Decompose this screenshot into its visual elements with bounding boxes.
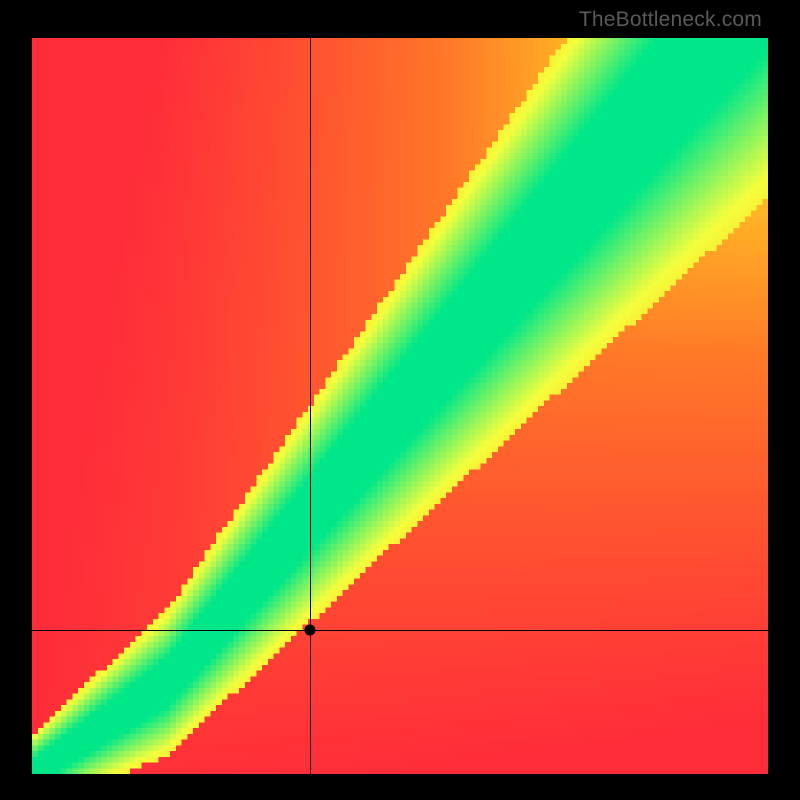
crosshair-vertical (310, 38, 311, 774)
crosshair-horizontal (32, 630, 768, 631)
plot-area (32, 38, 768, 774)
watermark-text: TheBottleneck.com (579, 8, 762, 32)
chart-container: TheBottleneck.com (0, 0, 800, 800)
crosshair-marker (305, 625, 316, 636)
heatmap-canvas (32, 38, 768, 774)
